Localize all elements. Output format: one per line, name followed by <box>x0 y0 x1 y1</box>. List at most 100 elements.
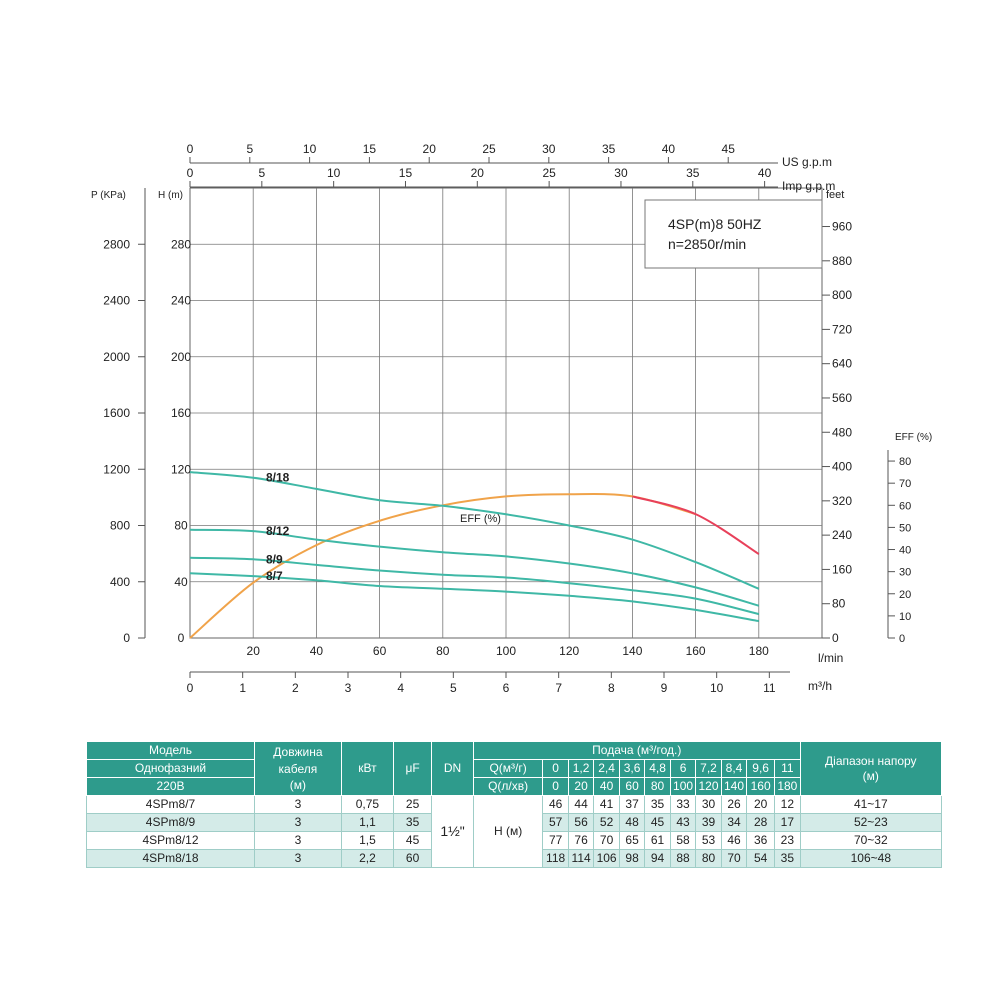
head-value-cell: 35 <box>774 849 801 868</box>
x-tick-label-6: 120 <box>559 644 579 658</box>
chart-title: 4SP(m)8 50HZ <box>668 216 762 232</box>
imp-gpm-tick-label-0: 0 <box>187 166 194 180</box>
x-axis-label: l/min <box>818 651 843 665</box>
imp-gpm-tick-label-5: 25 <box>542 166 556 180</box>
m3h-tick-label-3: 3 <box>345 681 352 695</box>
head-value-cell: 45 <box>644 813 671 832</box>
header-q-lmin-value: 80 <box>644 777 671 796</box>
h-tick-label-6: 240 <box>171 294 191 308</box>
feet-tick-label-11: 880 <box>832 254 852 268</box>
header-q-lmin-value: 100 <box>669 777 697 796</box>
table-row: 4SPm8/18 3 2,2 60 118 114 106 98 94 88 80 70 54 35 106… <box>86 849 943 868</box>
header-q-m3h-value: 3,6 <box>618 759 646 778</box>
head-value-cell: 30 <box>695 795 722 814</box>
head-value-cell: 17 <box>774 813 801 832</box>
eff-axis-label: EFF (%) <box>895 432 932 443</box>
eff-curve-tail <box>632 495 760 555</box>
head-value-cell: 33 <box>669 795 697 814</box>
curve-8-7 <box>189 572 759 623</box>
us-gpm-tick-label-4: 20 <box>423 142 437 156</box>
h-tick-label-0: 0 <box>178 631 185 645</box>
feet-tick-label-3: 240 <box>832 528 852 542</box>
curve-label-8-18: 8/18 <box>266 471 290 485</box>
head-value-cell: 35 <box>644 795 671 814</box>
head-value-cell: 118 <box>542 849 569 868</box>
header-q-lmin-value: 40 <box>593 777 620 796</box>
pressure-tick-label-4: 1600 <box>103 406 130 420</box>
us-gpm-tick-label-7: 35 <box>602 142 616 156</box>
uf-cell: 25 <box>392 795 433 814</box>
h-tick-label-2: 80 <box>174 519 188 533</box>
eff-tick-label-1: 10 <box>899 611 911 623</box>
head-value-cell: 98 <box>618 849 646 868</box>
header-q-lmin-value: 160 <box>746 777 776 796</box>
model-cell: 4SPm8/9 <box>86 813 255 832</box>
h-tick-label-3: 120 <box>171 462 191 476</box>
feet-tick-label-1: 80 <box>832 597 846 611</box>
head-value-cell: 53 <box>695 831 722 850</box>
feet-tick-label-6: 480 <box>832 425 852 439</box>
m3h-tick-label-2: 2 <box>292 681 299 695</box>
feet-axis-label: feet <box>826 189 844 201</box>
head-value-cell: 114 <box>567 849 595 868</box>
h-tick-label-4: 160 <box>171 406 191 420</box>
head-value-cell: 88 <box>669 849 697 868</box>
cable-cell: 3 <box>253 813 342 832</box>
m3h-tick-label-0: 0 <box>187 681 194 695</box>
head-value-cell: 34 <box>720 813 748 832</box>
imp-gpm-tick-label-3: 15 <box>399 166 413 180</box>
header-q-m3h-value: 6 <box>669 759 697 778</box>
curve-label-8-7: 8/7 <box>266 569 283 583</box>
curve-label-8-9: 8/9 <box>266 552 283 566</box>
range-cell: 70~32 <box>799 831 943 850</box>
pressure-tick-label-1: 400 <box>110 575 130 589</box>
model-cell: 4SPm8/18 <box>86 849 255 868</box>
model-cell: 4SPm8/7 <box>86 795 255 814</box>
m3h-tick-label-6: 6 <box>503 681 510 695</box>
header-range-line1: Діапазон напору <box>825 753 917 768</box>
model-cell: 4SPm8/12 <box>86 831 255 850</box>
us-gpm-tick-label-8: 40 <box>662 142 676 156</box>
pressure-tick-label-3: 1200 <box>103 462 130 476</box>
us-gpm-tick-label-5: 25 <box>482 142 496 156</box>
us-gpm-tick-label-6: 30 <box>542 142 556 156</box>
head-value-cell: 54 <box>746 849 776 868</box>
header-model-line1: Модель <box>86 741 255 760</box>
head-value-cell: 70 <box>593 831 620 850</box>
m3h-tick-label-5: 5 <box>450 681 457 695</box>
feet-tick-label-5: 400 <box>832 460 852 474</box>
kw-cell: 1,1 <box>340 813 394 832</box>
header-cable-line2: (м) <box>289 778 307 792</box>
eff-tick-label-4: 40 <box>899 545 911 557</box>
header-row-1: Модель Довжина кабеля (м) кВт μF DN Пода… <box>86 741 943 796</box>
us-gpm-tick-label-0: 0 <box>187 142 194 156</box>
pressure-tick-label-6: 2400 <box>103 294 130 308</box>
head-value-cell: 61 <box>644 831 671 850</box>
h-tick-label-1: 40 <box>174 575 188 589</box>
curve-label-8-12: 8/12 <box>266 524 290 538</box>
feet-tick-label-8: 640 <box>832 357 852 371</box>
pressure-tick-label-2: 800 <box>110 519 130 533</box>
h-label-cell: H (м) <box>472 795 544 868</box>
header-q-lmin-value: 140 <box>720 777 748 796</box>
x-tick-label-5: 100 <box>496 644 516 658</box>
header-q-m3h-label: Q(м³/г) <box>472 759 544 778</box>
eff-tick-label-3: 30 <box>899 567 911 579</box>
us-gpm-tick-label-3: 15 <box>363 142 377 156</box>
range-cell: 52~23 <box>799 813 943 832</box>
imp-gpm-tick-label-7: 35 <box>686 166 700 180</box>
feet-tick-label-4: 320 <box>832 494 852 508</box>
header-model-line3: 220В <box>86 777 255 796</box>
m3h-tick-label-11: 11 <box>763 681 776 695</box>
us-gpm-tick-label-2: 10 <box>303 142 317 156</box>
x-tick-label-2: 40 <box>310 644 324 658</box>
imp-gpm-tick-label-6: 30 <box>614 166 628 180</box>
imp-gpm-tick-label-8: 40 <box>758 166 772 180</box>
head-value-cell: 77 <box>542 831 569 850</box>
header-q-m3h-value: 0 <box>542 759 569 778</box>
header-q-lmin-value: 0 <box>542 777 569 796</box>
m3h-tick-label-8: 8 <box>608 681 615 695</box>
head-value-cell: 56 <box>567 813 595 832</box>
imp-gpm-tick-label-4: 20 <box>471 166 485 180</box>
header-q-m3h-value: 1,2 <box>567 759 595 778</box>
